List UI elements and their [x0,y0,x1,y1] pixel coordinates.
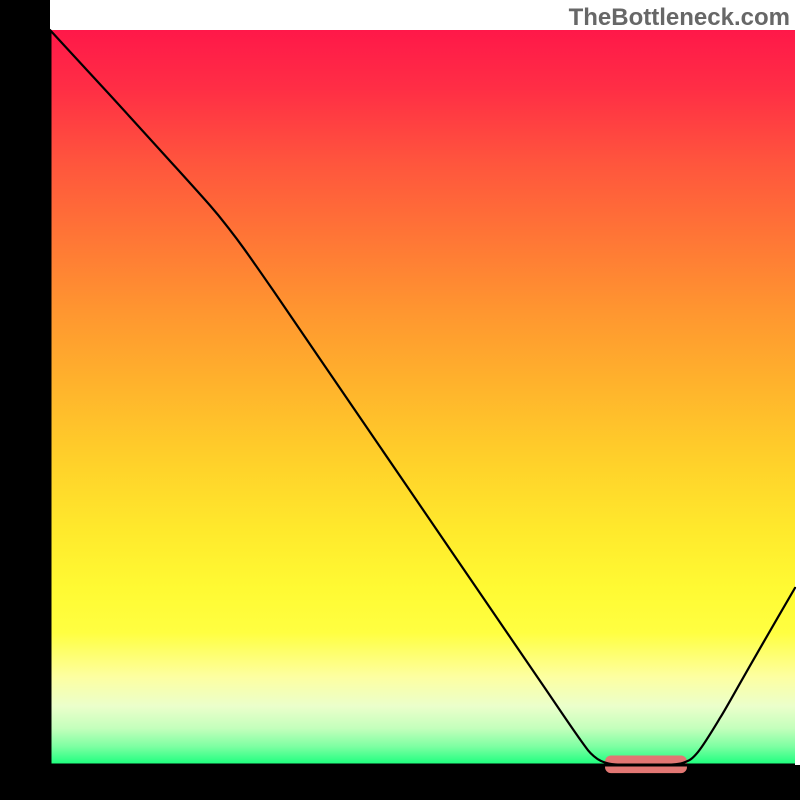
left-margin [0,0,50,800]
right-strip [795,0,800,765]
chart-background [50,30,795,765]
bottleneck-chart [0,0,800,800]
watermark-text: TheBottleneck.com [569,4,790,32]
chart-container: TheBottleneck.com [0,0,800,800]
